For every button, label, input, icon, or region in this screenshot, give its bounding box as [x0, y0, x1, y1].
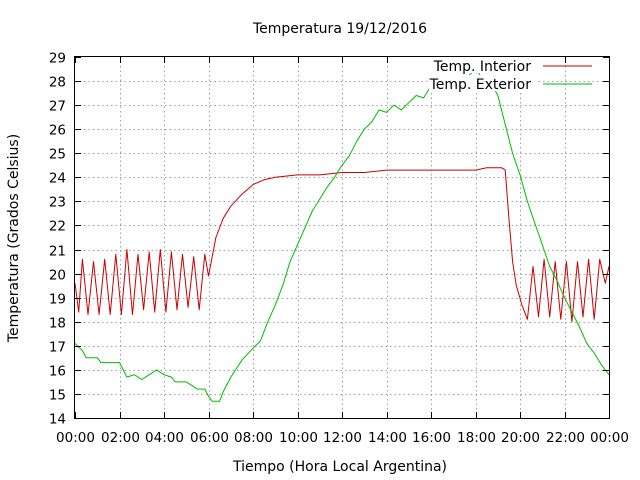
legend-label: Temp. Interior — [433, 59, 532, 75]
y-tick-label: 18 — [49, 316, 66, 332]
y-tick-label: 16 — [49, 364, 66, 380]
plot-frame — [74, 56, 610, 419]
x-tick-label: 10:00 — [279, 430, 318, 446]
y-tick-label: 19 — [49, 292, 66, 308]
y-tick-label: 20 — [49, 268, 66, 284]
y-tick-label: 23 — [49, 195, 66, 211]
legend-bg — [429, 75, 537, 91]
series-line-temp-exterior — [74, 68, 610, 402]
y-tick-label: 26 — [49, 123, 66, 139]
y-axis-tick-labels: 14 15 16 17 18 19 20 21 22 23 24 25 26 27 28 29 — [49, 51, 66, 428]
x-tick-label: 12:00 — [323, 430, 362, 446]
y-tick-label: 24 — [49, 171, 66, 187]
y-tick-label: 15 — [49, 388, 66, 404]
y-tick-label: 21 — [49, 244, 66, 260]
y-tick-label: 29 — [49, 51, 66, 67]
grid — [75, 57, 609, 418]
y-tick-label: 22 — [49, 219, 66, 235]
x-tick-label: 00:00 — [56, 430, 95, 446]
x-tick-label: 00:00 — [590, 430, 629, 446]
y-tick-label: 17 — [49, 340, 66, 356]
y-tick-label: 27 — [49, 99, 66, 115]
x-axis-tick-labels: 00:00 02:00 04:00 06:00 08:00 10:00 12:00 14:00… — [56, 430, 629, 446]
x-tick-label: 22:00 — [546, 430, 585, 446]
x-tick-label: 08:00 — [234, 430, 273, 446]
y-axis-label: Temperatura (Grados Celsius) — [6, 134, 22, 343]
x-tick-label: 14:00 — [368, 430, 407, 446]
y-tick-label: 28 — [49, 75, 66, 91]
series-layer — [74, 68, 610, 402]
x-tick-label: 20:00 — [501, 430, 540, 446]
chart-title: Temperatura 19/12/2016 — [252, 21, 427, 37]
x-tick-label: 02:00 — [101, 430, 140, 446]
x-tick-label: 04:00 — [145, 430, 184, 446]
legend: Temp. Interior Temp. Exterior — [429, 57, 592, 93]
legend-bg — [429, 57, 537, 73]
x-axis-label: Tiempo (Hora Local Argentina) — [232, 459, 447, 475]
x-tick-label: 06:00 — [190, 430, 229, 446]
x-tick-label: 18:00 — [457, 430, 496, 446]
y-tick-label: 14 — [49, 412, 66, 428]
y-tick-label: 25 — [49, 147, 66, 163]
series-line-temp-interior — [74, 167, 610, 323]
x-tick-label: 16:00 — [412, 430, 451, 446]
legend-label: Temp. Exterior — [429, 77, 532, 93]
